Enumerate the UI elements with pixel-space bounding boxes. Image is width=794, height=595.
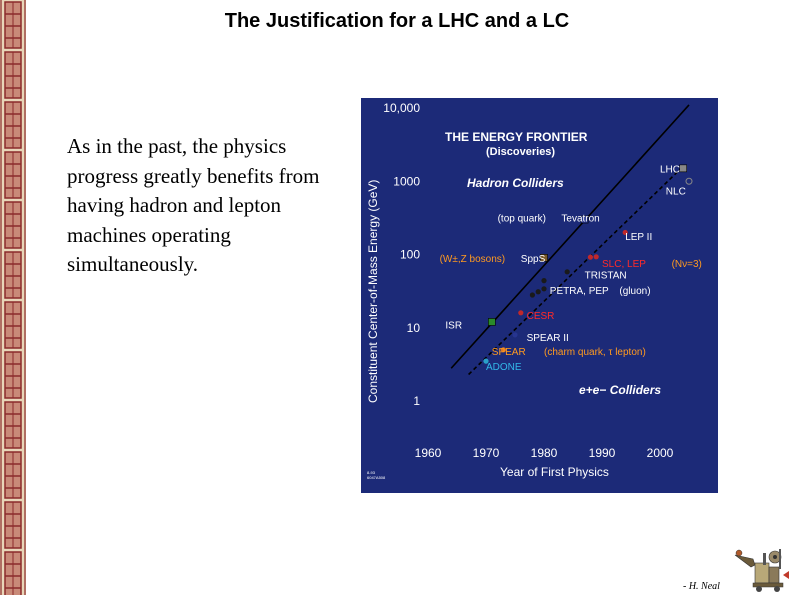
data-point [580, 215, 589, 224]
body-paragraph: As in the past, the physics progress gre… [67, 134, 320, 276]
x-tick-label: 1970 [473, 446, 500, 460]
chart-annotations: LHC NLC (top quark) Tevatron LEP II (W±,Z bos… [440, 164, 702, 373]
data-label: SPEAR II [527, 333, 569, 344]
y-axis-label: Constituent Center-of-Mass Energy (GeV) [366, 180, 380, 403]
data-point [622, 229, 628, 236]
data-point [488, 318, 496, 326]
data-point [535, 289, 541, 295]
x-axis-label: Year of First Physics [500, 465, 609, 479]
data-label: PETRA, PEP [550, 286, 609, 297]
data-point [679, 164, 688, 173]
data-label: ADONE [486, 362, 522, 373]
lepton-group-label: e+e− Colliders [579, 383, 661, 397]
data-point [529, 292, 535, 298]
data-point [540, 254, 548, 262]
y-tick-label: 10,000 [383, 101, 420, 115]
data-label: SLC, LEP [602, 259, 646, 270]
y-tick-label: 1 [413, 394, 420, 408]
data-label: (Nν=3) [672, 259, 702, 270]
data-point [685, 177, 693, 185]
chart-background [361, 98, 718, 493]
data-label: (W±,Z bosons) [440, 254, 506, 265]
lepton-frontier-line [468, 165, 684, 376]
x-tick-label: 1960 [415, 446, 442, 460]
slide-title: The Justification for a LHC and a LC [224, 10, 570, 32]
energy-frontier-chart: THE ENERGY FRONTIER (Discoveries) Hadron… [361, 98, 718, 493]
data-label: SPEAR [492, 347, 526, 358]
data-point [518, 310, 524, 316]
data-point [541, 278, 547, 284]
gear-machine-icon [734, 549, 789, 592]
data-point [593, 254, 599, 260]
decorative-border-strip [0, 0, 26, 595]
data-point [541, 286, 547, 292]
corner-code-2: 6047A508 [367, 475, 386, 480]
data-label: CESR [527, 311, 555, 322]
data-label: LEP II [625, 232, 652, 243]
y-tick-label: 100 [400, 248, 420, 262]
chart-points [483, 164, 693, 364]
author-credit: - H. Neal [683, 581, 720, 592]
x-tick-label: 2000 [647, 446, 674, 460]
data-label: (charm quark, τ lepton) [544, 347, 646, 358]
data-point [512, 332, 518, 338]
data-label: TRISTAN [585, 271, 627, 282]
data-label: Tevatron [561, 213, 599, 224]
y-tick-label: 1000 [393, 174, 420, 188]
y-tick-label: 10 [407, 321, 421, 335]
chart-ticks: 1960 1970 1980 1990 2000 1 10 100 1000 10,000 [383, 101, 673, 460]
data-label: (top quark) [498, 213, 546, 224]
data-label: LHC [660, 164, 680, 175]
data-point [500, 347, 506, 353]
data-point [564, 269, 570, 275]
corner-code-1: 8-93 [367, 470, 376, 475]
x-tick-label: 1990 [589, 446, 616, 460]
hadron-group-label: Hadron Colliders [467, 176, 564, 190]
x-tick-label: 1980 [531, 446, 558, 460]
data-point [483, 358, 489, 364]
data-label: SppS [521, 254, 546, 265]
data-label: ISR [445, 321, 462, 332]
data-label: NLC [666, 186, 686, 197]
data-label: (gluon) [619, 286, 650, 297]
data-point [587, 254, 593, 260]
chart-subheading: (Discoveries) [486, 146, 555, 158]
chart-heading: THE ENERGY FRONTIER [445, 130, 588, 144]
